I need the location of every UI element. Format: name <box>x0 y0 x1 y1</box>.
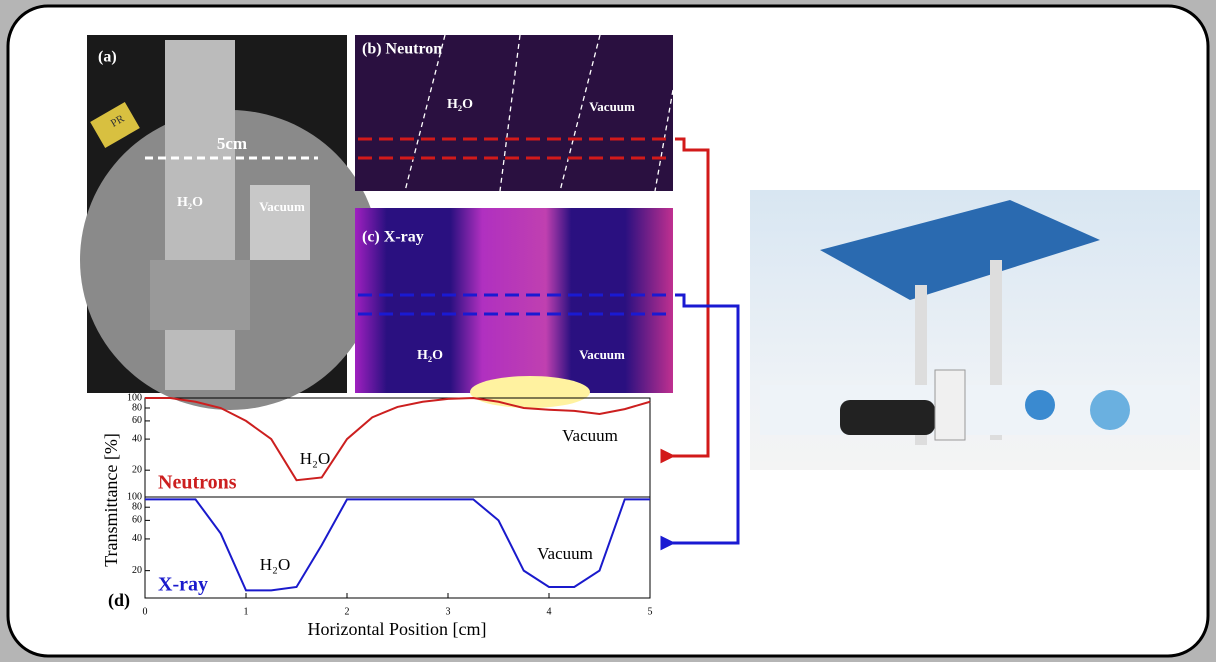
label: (a) <box>98 49 117 66</box>
y-tick-label: 20 <box>132 464 142 475</box>
y-tick-label: 20 <box>132 565 142 576</box>
label: Vacuum <box>589 99 635 114</box>
label: H₂O <box>177 195 203 210</box>
y-tick-label: 80 <box>132 402 142 413</box>
y-tick-label: 60 <box>132 515 142 526</box>
y-tick-label: 100 <box>127 491 142 502</box>
photo-c: (c) X-ray H₂O Vacuum <box>355 208 673 408</box>
x-tick-label: 4 <box>547 606 552 617</box>
x-tick-label: 2 <box>345 606 350 617</box>
label: Vacuum <box>259 199 305 214</box>
label: 5cm <box>217 134 247 153</box>
x-tick-label: 0 <box>143 606 148 617</box>
label: H₂O <box>447 97 473 112</box>
slide: (a) 5cm H₂O Vacuum PR (b) Neutron H₂O Va… <box>0 0 1216 662</box>
label: Vacuum <box>579 347 625 362</box>
x-axis-label: Horizontal Position [cm] <box>308 619 487 639</box>
photo-b: (b) Neutron H₂O Vacuum <box>355 35 673 191</box>
annotation: H₂O <box>300 449 330 468</box>
series-label: Neutrons <box>158 472 237 494</box>
annotation: Vacuum <box>537 544 593 563</box>
x-tick-label: 3 <box>446 606 451 617</box>
annotation: Vacuum <box>562 426 618 445</box>
photo-a: (a) 5cm H₂O Vacuum PR <box>80 35 380 410</box>
series-label: X-ray <box>158 574 208 596</box>
panel-label: (d) <box>108 590 130 611</box>
x-tick-label: 1 <box>244 606 249 617</box>
y-tick-label: 40 <box>132 433 142 444</box>
label: (b) Neutron <box>362 41 442 58</box>
y-tick-label: 40 <box>132 533 142 544</box>
annotation: H₂O <box>260 555 290 574</box>
y-tick-label: 60 <box>132 415 142 426</box>
y-axis-label: Transmittance [%] <box>101 433 121 567</box>
y-tick-label: 100 <box>127 392 142 403</box>
page: (a) 5cm H₂O Vacuum PR (b) Neutron H₂O Va… <box>0 0 1216 662</box>
label: (c) X-ray <box>362 229 424 246</box>
y-tick-label: 80 <box>132 502 142 513</box>
label: H₂O <box>417 348 443 363</box>
station-photo <box>750 190 1200 470</box>
x-tick-label: 5 <box>648 606 653 617</box>
